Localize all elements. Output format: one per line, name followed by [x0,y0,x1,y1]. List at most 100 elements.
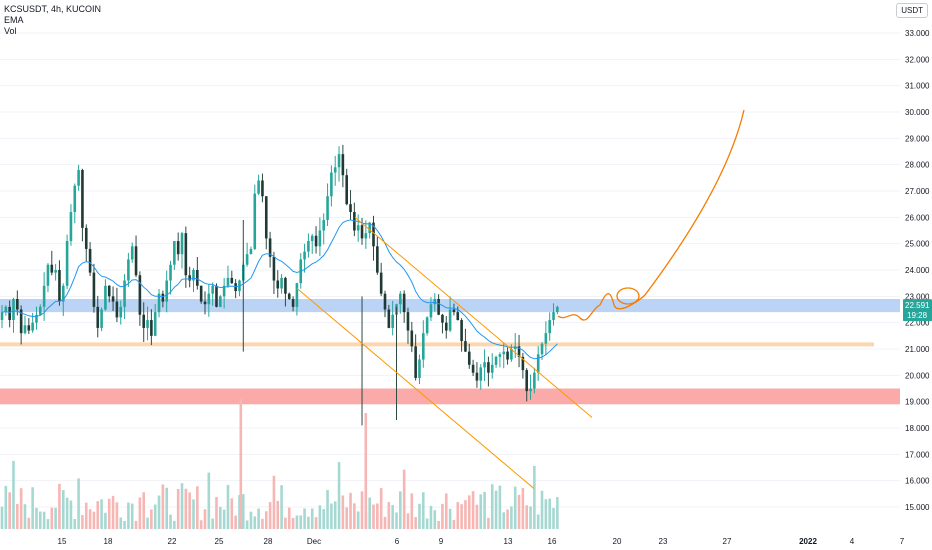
volume-bar [414,517,417,529]
volume-bar [119,517,123,529]
volume-bar [464,500,467,529]
volume-bar [540,490,544,529]
candle-body [326,196,329,220]
volume-bar [345,507,348,529]
candle-body [490,364,494,373]
candle-body [318,230,322,247]
candle-body [529,388,532,392]
volume-bar [502,512,506,529]
volume-bar [483,491,486,529]
candle-body [287,293,291,299]
time-tick-label: 2022 [799,537,817,546]
volume-bar [506,509,509,529]
time-tick-label: 22 [168,537,177,546]
symbol-title[interactable]: KCSUSDT, 4h, KUCOIN [4,4,102,14]
candle-body [341,154,345,176]
volume-bar [115,502,119,529]
volume-bar [84,502,88,529]
volume-bar [410,493,414,529]
candle-body [295,283,299,307]
volume-bar [180,483,184,529]
volume-bar [517,494,521,529]
volume-bar [418,503,421,529]
volume-bar [341,495,345,529]
volume-bar [268,502,272,529]
candle-body [257,180,260,194]
volume-bar [107,498,111,529]
candle-body [376,246,379,273]
volume-bar [111,495,115,529]
candle-body [425,317,429,334]
candle-body [387,309,391,328]
volume-bar [326,489,329,529]
volume-bar [249,511,253,529]
zone-support-line [0,342,874,347]
time-tick-label: Dec [307,537,321,546]
volume-bar [299,515,303,529]
volume-bar [261,518,264,529]
currency-button[interactable]: USDT [896,3,928,18]
volume-bar [150,509,153,529]
volume-bar [207,472,211,529]
volume-bar [379,488,383,529]
candle-body [92,272,96,307]
candle-body [203,301,207,305]
volume-bar [475,504,479,529]
candle-body [31,322,34,331]
volume-bar [50,507,54,529]
volume-bar [314,517,318,529]
volume-bar [291,517,295,529]
volume-bar [241,494,245,529]
volume-legend[interactable]: Vol [4,26,17,36]
price-axis: 33.000 32.000 31.000 30.000 29.000 28.000 27.0… [903,29,932,512]
candle-body [215,285,218,307]
price-tick-label: 23.000 [905,292,930,301]
volume-bar [257,508,260,529]
volume-bar [104,512,107,529]
volume-bar [188,492,191,529]
volume-bars [0,399,559,529]
ema-line [1,219,558,360]
volume-bar [245,520,249,529]
time-tick-label: 6 [395,537,400,546]
volume-bar [219,506,222,529]
candle-body [111,296,115,302]
volume-bar [276,500,280,529]
time-tick-label: 27 [723,537,732,546]
candle-body [100,309,103,328]
volume-bar [46,519,50,529]
candle-body [402,293,406,313]
volume-bar [295,515,299,529]
time-tick-label: 16 [548,537,557,546]
volume-bar [452,519,456,529]
volume-bar [448,508,452,529]
volume-bar [161,484,165,529]
candle-body [173,241,176,265]
candle-body [498,354,502,357]
candle-body [506,351,509,360]
candle-body [226,277,230,286]
candle-body [533,372,536,389]
volume-bar [444,493,448,529]
candle-body [467,351,471,365]
candle-body [280,277,283,289]
volume-bar [203,509,207,529]
ema-legend[interactable]: EMA [4,15,24,25]
candle-body [249,248,253,255]
candle-body [502,351,506,355]
candle-body [58,269,61,302]
candle-body [0,312,4,321]
volume-bar [307,516,310,529]
candle-body [127,259,130,281]
candle-body [544,333,548,344]
volume-bar [544,499,548,529]
volume-bar [54,507,57,529]
candle-body [307,241,310,252]
candle-body [176,241,180,255]
candle-body [372,222,375,247]
candle-body [81,169,84,228]
candle-body [199,285,203,302]
volume-bar [23,504,27,529]
volume-bar [391,505,394,529]
